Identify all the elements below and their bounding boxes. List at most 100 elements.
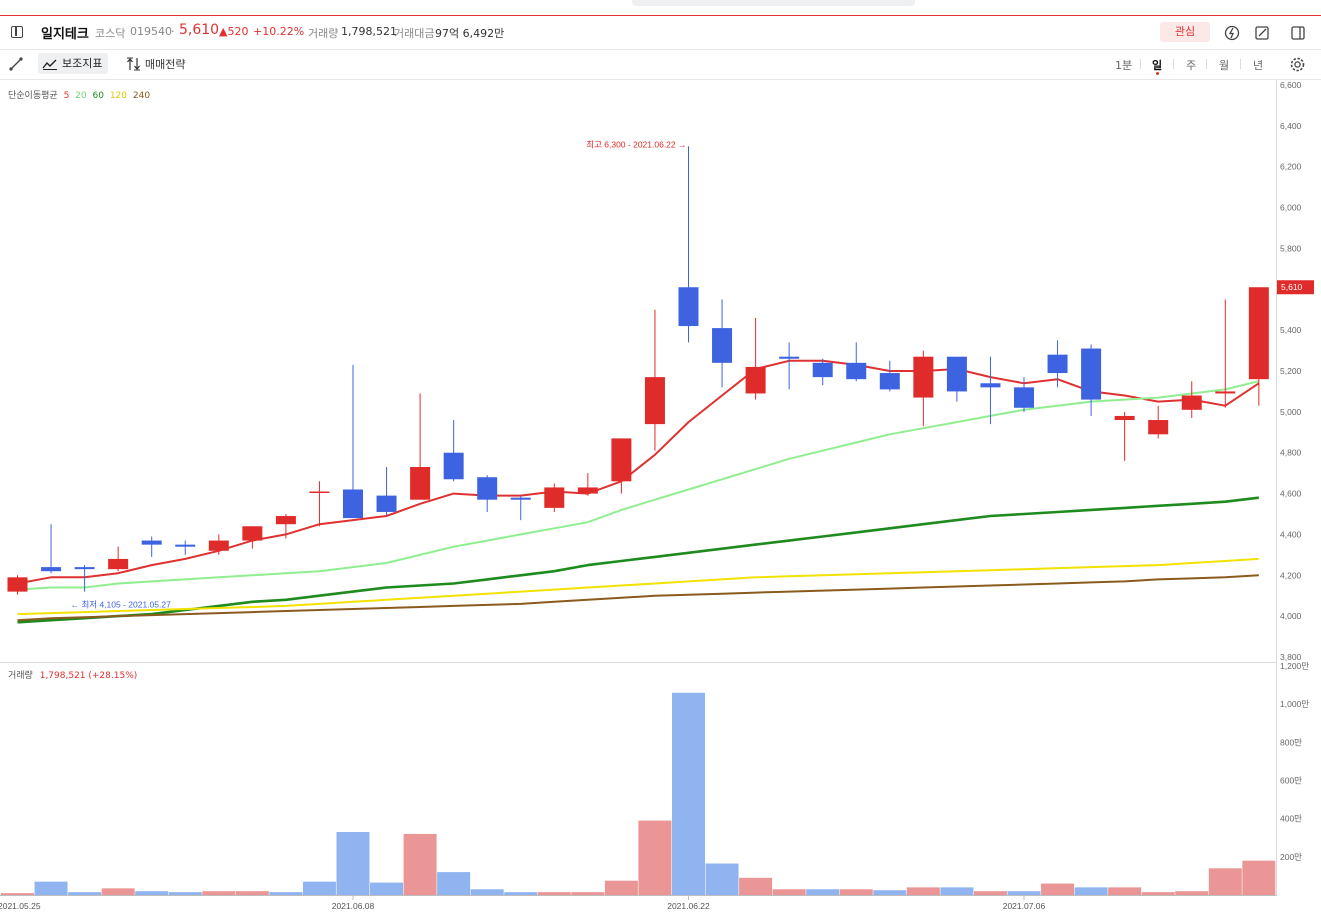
strategy-label: 매매전략 — [145, 58, 186, 71]
candle-body — [1014, 387, 1034, 408]
sidebar-toggle-icon[interactable] — [11, 26, 23, 38]
volume-bar — [739, 877, 773, 895]
candle-body — [946, 356, 967, 392]
high-annotation: 최고 6,300 - 2021.06.22 → — [586, 139, 686, 149]
volume-bar — [370, 882, 404, 895]
candle-body — [443, 452, 464, 480]
price-tick-label: 5,400 — [1280, 325, 1302, 335]
candle-body — [208, 540, 229, 551]
volume-bar — [672, 692, 705, 895]
indicator-button[interactable]: 보조지표 — [38, 53, 109, 74]
panel-toggle-icon[interactable] — [1290, 25, 1306, 41]
chart-toolbar: 보조지표 매매전략 1분 일 주 월 년 — [0, 50, 1321, 80]
volume-bar — [336, 832, 370, 895]
candle-body — [1047, 354, 1068, 374]
buy-sell-arrows-icon — [127, 57, 140, 71]
x-axis-date-label: 2021.06.08 — [332, 901, 375, 911]
ma-legend-60: 60 — [92, 91, 104, 101]
x-axis-date-label: 2021.06.22 — [667, 901, 710, 911]
stock-name[interactable]: 일지테크 — [41, 27, 89, 42]
strategy-button[interactable]: 매매전략 — [126, 56, 185, 72]
period-divider — [1206, 59, 1207, 69]
volume-bar — [638, 820, 672, 895]
candle-body — [1114, 415, 1135, 421]
volume-bar — [1141, 892, 1175, 895]
price-tick-label: 3,800 — [1280, 652, 1302, 662]
price-tick-label: 5,200 — [1280, 366, 1302, 376]
period-divider — [1140, 59, 1141, 69]
candle-body — [779, 356, 800, 359]
current-price-tag-label: 5,610 — [1281, 282, 1303, 292]
candle-body — [108, 558, 129, 570]
price-tick-label: 6,000 — [1280, 203, 1302, 213]
volume-bar — [940, 887, 974, 895]
price-change: ▲520 — [219, 25, 249, 38]
period-year[interactable]: 년 — [1253, 59, 1264, 72]
candle-body — [343, 489, 363, 519]
volume-bar — [839, 889, 873, 895]
volume-legend-label: 거래량 — [8, 671, 33, 681]
period-minute[interactable]: 1분 — [1115, 59, 1133, 72]
period-divider — [1173, 59, 1174, 69]
settings-gear-icon[interactable] — [1289, 56, 1306, 73]
edit-icon[interactable] — [1254, 25, 1270, 41]
ma-20-line — [17, 380, 1260, 591]
volume-bar — [604, 880, 638, 895]
volume-bar — [168, 892, 202, 895]
period-month[interactable]: 월 — [1219, 59, 1230, 72]
volume-bar — [504, 892, 538, 895]
volume-bar — [269, 892, 303, 895]
price-tick-label: 4,000 — [1280, 611, 1302, 621]
candle-body — [1215, 391, 1236, 394]
draw-line-icon[interactable] — [9, 57, 23, 71]
volume-bar — [1108, 887, 1142, 895]
period-divider — [1240, 59, 1241, 69]
price-change-pct: +10.22% — [253, 25, 305, 38]
indicator-label: 보조지표 — [62, 57, 103, 70]
price-tick-label: 6,600 — [1280, 80, 1302, 90]
favorite-button[interactable]: 관심 — [1160, 22, 1210, 42]
period-selected-dot — [1156, 72, 1159, 75]
candle-body — [611, 438, 632, 482]
flash-icon[interactable] — [1224, 25, 1240, 41]
volume-bar — [1175, 891, 1209, 895]
current-price-tag — [1277, 280, 1314, 295]
volume-bar — [1242, 860, 1276, 895]
stock-code: 019540 — [130, 25, 172, 38]
volume-bar — [101, 888, 135, 895]
price-tick-label: 4,800 — [1280, 448, 1302, 458]
candle-body — [644, 377, 665, 425]
candle-body — [74, 567, 95, 570]
price-tick-label: 4,400 — [1280, 529, 1302, 539]
volume-bar — [571, 892, 605, 895]
candle-body — [980, 383, 1001, 388]
period-day[interactable]: 일 — [1152, 59, 1163, 72]
volume-bar — [470, 889, 504, 895]
volume-bar — [772, 889, 806, 895]
candle-body — [812, 362, 833, 378]
volume-tick-label: 800만 — [1280, 737, 1302, 747]
price-tick-label: 4,600 — [1280, 489, 1302, 499]
volume-bar — [705, 863, 739, 895]
candle-body — [175, 544, 196, 547]
x-axis-date-label: 2021.05.25 — [0, 901, 41, 911]
period-week[interactable]: 주 — [1186, 59, 1197, 72]
candle-body — [1081, 348, 1102, 400]
candle-body — [242, 526, 263, 541]
volume-bar — [68, 892, 102, 895]
volume-tick-label: 1,000만 — [1280, 699, 1309, 709]
volume-bar — [1007, 891, 1041, 895]
candle-body — [376, 495, 397, 512]
volume-bar — [873, 890, 907, 895]
price-tick-label: 5,800 — [1280, 243, 1302, 253]
tab-handle[interactable] — [632, 0, 915, 6]
candle-body — [1248, 287, 1269, 380]
volume-tick-label: 1,200만 — [1280, 661, 1309, 671]
volume-bar — [302, 881, 336, 895]
x-axis-date-label: 2021.07.06 — [1003, 901, 1046, 911]
ma-legend-20: 20 — [75, 91, 87, 101]
volume-bar — [806, 889, 840, 895]
candle-body — [1181, 395, 1202, 410]
volume-bar — [906, 887, 940, 895]
